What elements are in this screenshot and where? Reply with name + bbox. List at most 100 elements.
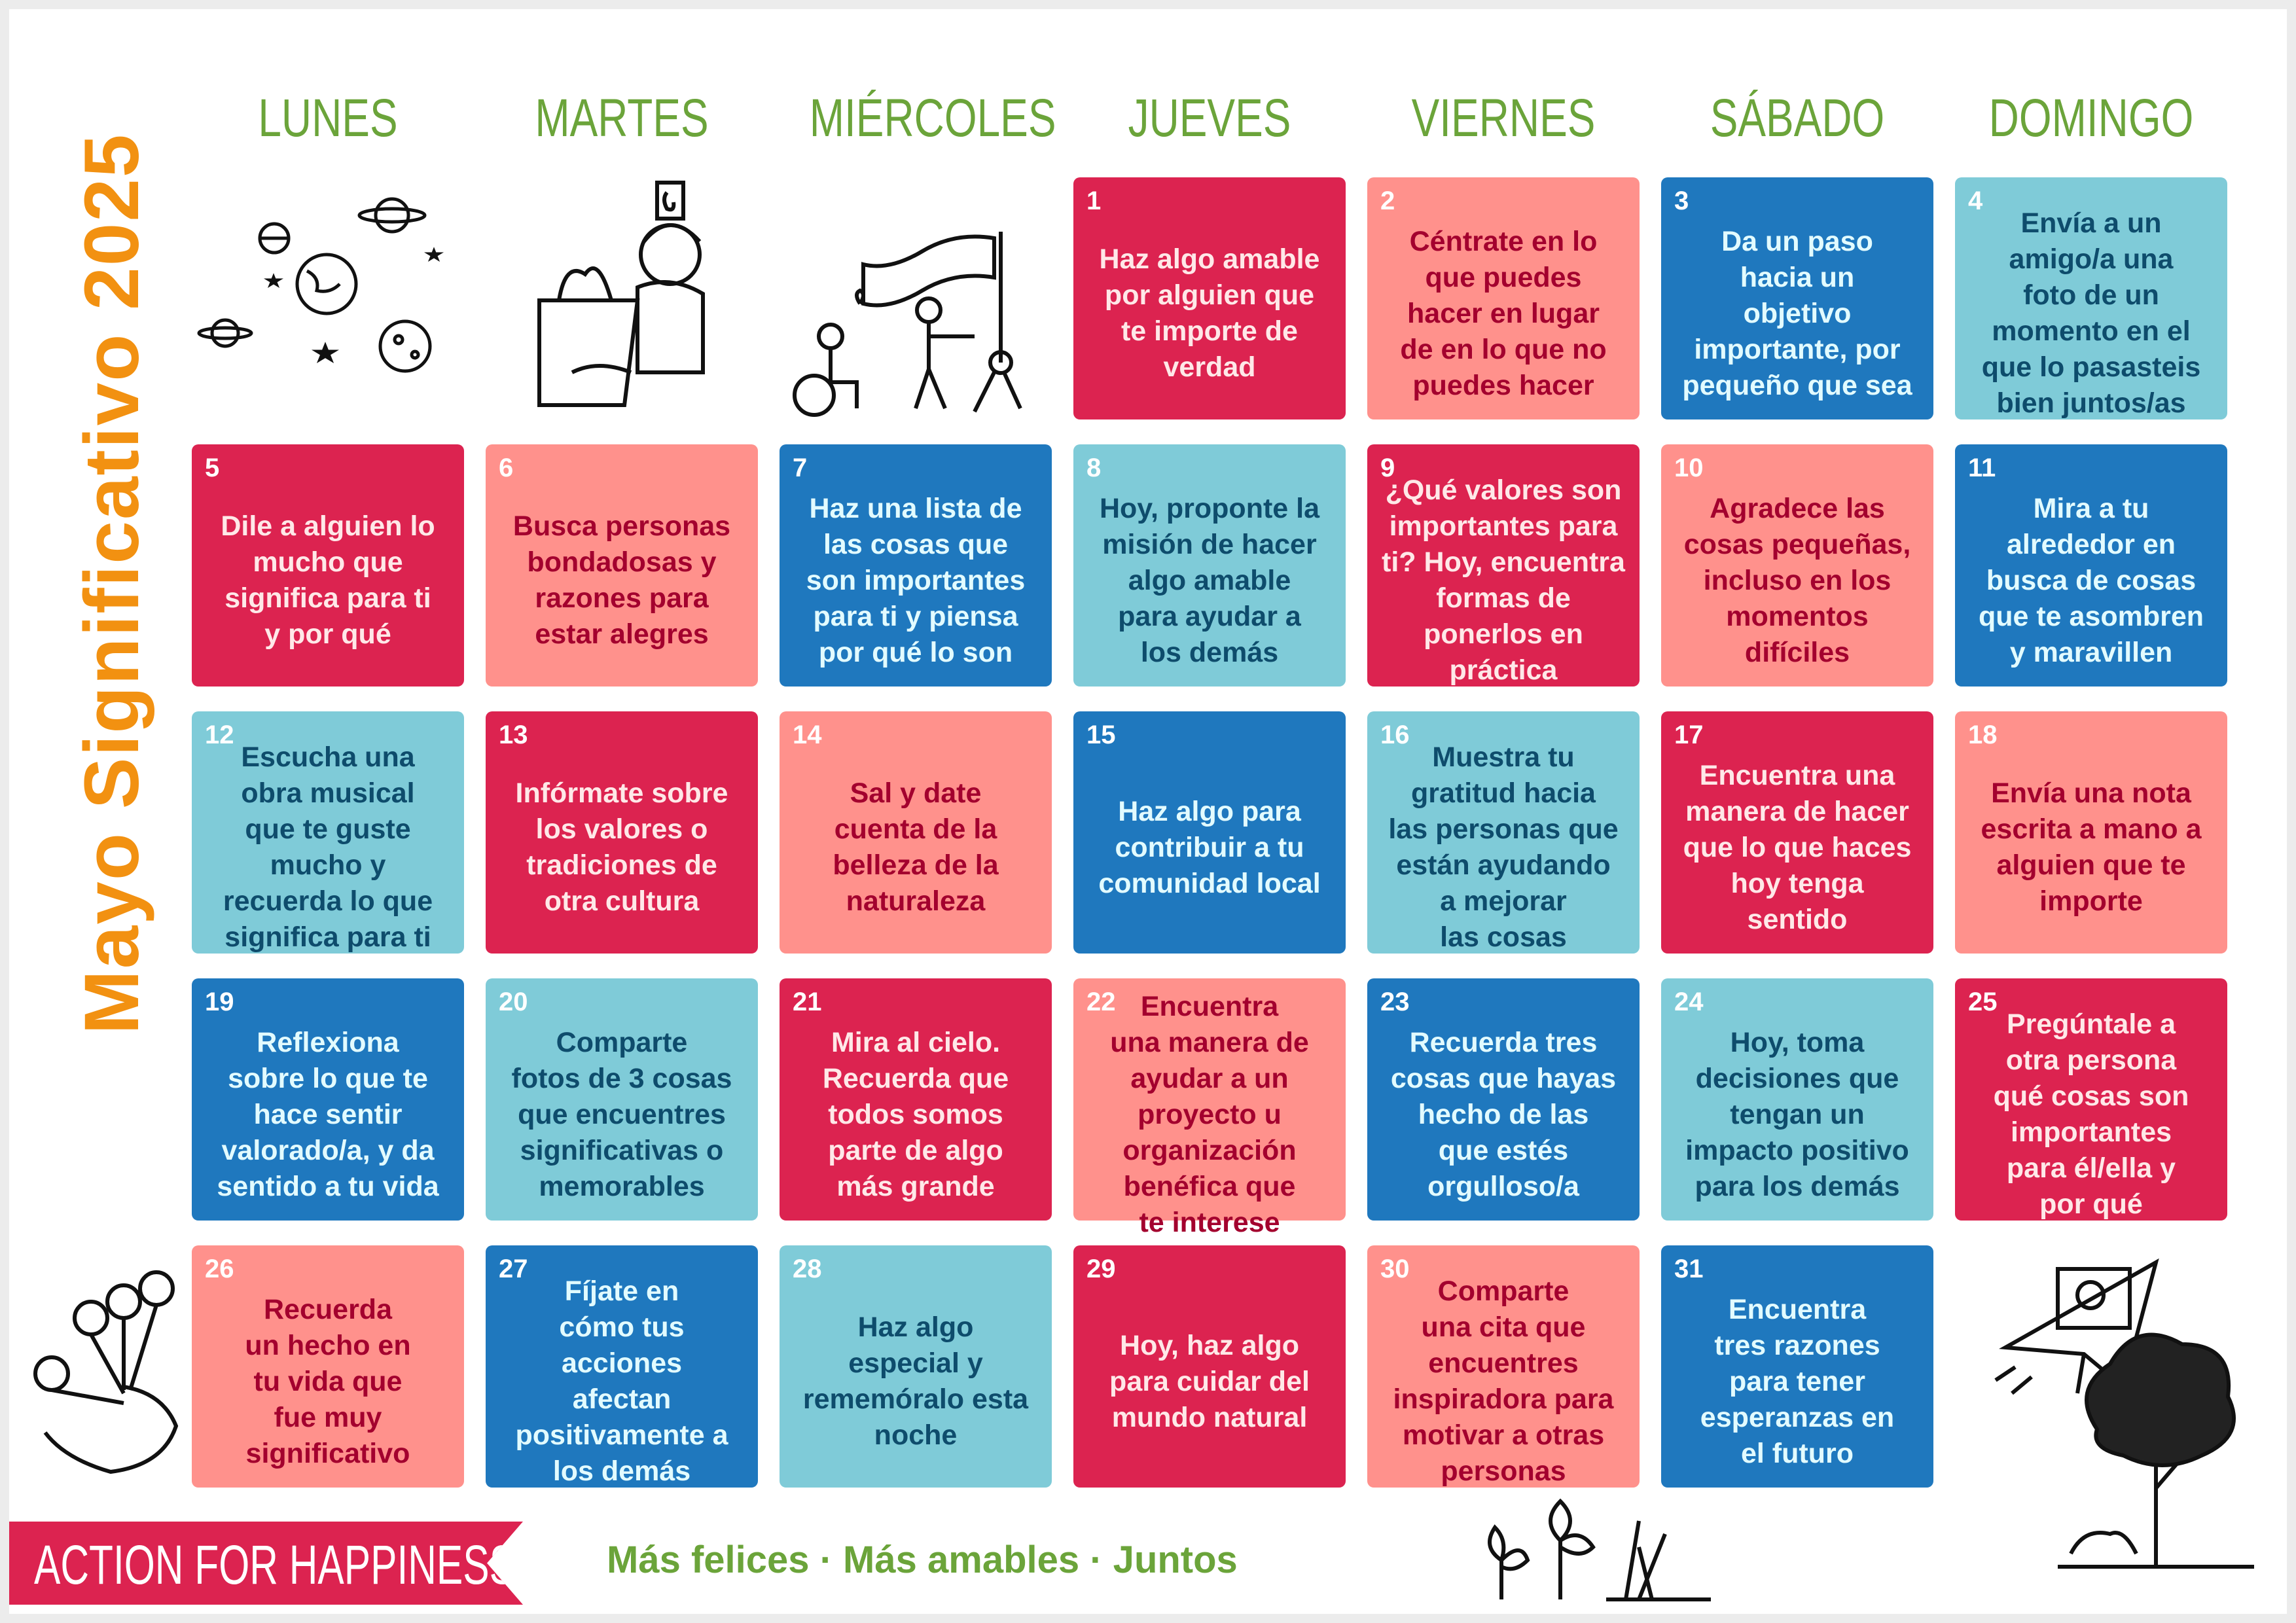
day-number: 16 bbox=[1380, 721, 1410, 749]
day-number: 30 bbox=[1380, 1255, 1410, 1283]
day-cell: 11 Mira a tu alrededor en busca de cosas … bbox=[1955, 444, 2227, 687]
day-cell: 19 Reflexiona sobre lo que te hace sentir… bbox=[192, 978, 464, 1221]
day-cell: 15 Haz algo para contribuir a tu comunida… bbox=[1073, 711, 1346, 954]
day-number: 15 bbox=[1086, 721, 1116, 749]
day-number: 20 bbox=[499, 988, 528, 1016]
weekday-header: SÁBADO bbox=[1710, 88, 1885, 148]
day-number: 28 bbox=[793, 1255, 822, 1283]
day-cell: 21 Mira al cielo. Recuerda que todos somo… bbox=[780, 978, 1052, 1221]
day-activity: Escucha una obra musical que te guste mu… bbox=[223, 741, 433, 953]
day-number: 12 bbox=[205, 721, 234, 749]
day-activity: Haz algo para contribuir a tu comunidad … bbox=[1098, 795, 1321, 899]
day-number: 8 bbox=[1086, 454, 1102, 482]
day-number: 18 bbox=[1968, 721, 1998, 749]
day-cell: 14 Sal y date cuenta de la belleza de la … bbox=[780, 711, 1052, 954]
day-activity: Haz algo amable por alguien que te impor… bbox=[1099, 243, 1320, 383]
day-number: 11 bbox=[1968, 454, 1996, 482]
day-cell: 26 Recuerda un hecho en tu vida que fue m… bbox=[192, 1245, 464, 1488]
sprouts-icon bbox=[1475, 1495, 1717, 1606]
day-cell: 18 Envía una nota escrita a mano a alguie… bbox=[1955, 711, 2227, 954]
tree-sunrise-icon bbox=[2058, 1325, 2254, 1573]
day-number: 27 bbox=[499, 1255, 528, 1283]
page-title: Mayo Significativo 2025 bbox=[69, 133, 155, 1035]
day-cell: 5 Dile a alguien lo mucho que significa p… bbox=[192, 444, 464, 687]
weekday-header: VIERNES bbox=[1411, 88, 1596, 148]
day-activity: Muestra tu gratitud hacia las personas q… bbox=[1388, 741, 1619, 953]
day-cell: 16 Muestra tu gratitud hacia las personas… bbox=[1367, 711, 1640, 954]
day-activity: Mira a tu alrededor en busca de cosas qu… bbox=[1978, 492, 2204, 668]
planets-icon bbox=[196, 186, 457, 382]
day-number: 21 bbox=[793, 988, 822, 1016]
day-cell: 2 Céntrate en lo que puedes hacer en luga… bbox=[1367, 177, 1640, 419]
weekday-header: MIÉRCOLES bbox=[809, 88, 1056, 148]
day-activity: Encuentra tres razones para tener espera… bbox=[1700, 1293, 1895, 1469]
day-activity: Agradece las cosas pequeñas, incluso en … bbox=[1683, 492, 1911, 668]
day-number: 3 bbox=[1674, 187, 1689, 215]
brand-banner: ACTION FOR HAPPINESS bbox=[9, 1522, 523, 1605]
day-cell: 13 Infórmate sobre los valores o tradicio… bbox=[486, 711, 758, 954]
day-activity: Reflexiona sobre lo que te hace sentir v… bbox=[217, 1026, 439, 1202]
day-number: 24 bbox=[1674, 988, 1704, 1016]
day-activity: Haz una lista de las cosas que son impor… bbox=[806, 492, 1026, 668]
flowers-bouquet-icon bbox=[26, 1256, 206, 1482]
day-activity: Hoy, toma decisiones que tengan un impac… bbox=[1685, 1026, 1909, 1202]
day-number: 2 bbox=[1380, 187, 1395, 215]
day-cell: 4 Envía a un amigo/a una foto de un momen… bbox=[1955, 177, 2227, 419]
day-activity: Fíjate en cómo tus acciones afectan posi… bbox=[515, 1275, 728, 1487]
day-activity: Comparte fotos de 3 cosas que encuentres… bbox=[511, 1026, 732, 1202]
weekday-header: MARTES bbox=[535, 88, 709, 148]
day-activity: Recuerda un hecho en tu vida que fue muy… bbox=[245, 1293, 411, 1469]
day-cell: 9 ¿Qué valores son importantes para ti? H… bbox=[1367, 444, 1640, 687]
day-cell: 25 Pregúntale a otra persona qué cosas so… bbox=[1955, 978, 2227, 1221]
day-cell: 7 Haz una lista de las cosas que son impo… bbox=[780, 444, 1052, 687]
day-activity: Infórmate sobre los valores o tradicione… bbox=[515, 777, 728, 917]
day-number: 10 bbox=[1674, 454, 1704, 482]
day-cell: 12 Escucha una obra musical que te guste … bbox=[192, 711, 464, 954]
day-number: 5 bbox=[205, 454, 220, 482]
day-number: 23 bbox=[1380, 988, 1410, 1016]
day-activity: Hoy, proponte la misión de hacer algo am… bbox=[1099, 492, 1320, 668]
day-activity: Busca personas bondadosas y razones para… bbox=[512, 510, 731, 650]
day-number: 26 bbox=[205, 1255, 234, 1283]
day-cell: 17 Encuentra una manera de hacer que lo q… bbox=[1661, 711, 1933, 954]
day-cell: 31 Encuentra tres razones para tener espe… bbox=[1661, 1245, 1933, 1488]
day-number: 14 bbox=[793, 721, 822, 749]
day-cell: 28 Haz algo especial y rememóralo esta no… bbox=[780, 1245, 1052, 1488]
day-activity: Sal y date cuenta de la belleza de la na… bbox=[833, 777, 999, 917]
day-cell: 30 Comparte una cita que encuentres inspi… bbox=[1367, 1245, 1640, 1488]
day-cell: 20 Comparte fotos de 3 cosas que encuentr… bbox=[486, 978, 758, 1221]
weekday-header: JUEVES bbox=[1128, 88, 1291, 148]
weekday-header: DOMINGO bbox=[1988, 88, 2194, 148]
day-activity: Mira al cielo. Recuerda que todos somos … bbox=[822, 1026, 1009, 1202]
day-number: 1 bbox=[1086, 187, 1102, 215]
day-activity: Comparte una cita que encuentres inspira… bbox=[1393, 1275, 1614, 1487]
people-with-flag-icon bbox=[785, 225, 1060, 421]
day-activity: Encuentra una manera de hacer que lo que… bbox=[1683, 759, 1912, 935]
day-activity: Recuerda tres cosas que hayas hecho de l… bbox=[1390, 1026, 1617, 1202]
day-activity: Envía a un amigo/a una foto de un moment… bbox=[1981, 207, 2201, 419]
day-activity: Haz algo especial y rememóralo esta noch… bbox=[802, 1311, 1029, 1451]
brand-logo-text: ACTION FOR HAPPINESS bbox=[34, 1534, 516, 1596]
day-cell: 27 Fíjate en cómo tus acciones afectan po… bbox=[486, 1245, 758, 1488]
day-cell: 10 Agradece las cosas pequeñas, incluso e… bbox=[1661, 444, 1933, 687]
day-number: 7 bbox=[793, 454, 808, 482]
day-number: 4 bbox=[1968, 187, 1983, 215]
day-activity: Da un paso hacia un objetivo importante,… bbox=[1682, 225, 1912, 401]
day-activity: Pregúntale a otra persona qué cosas son … bbox=[1993, 1008, 2189, 1220]
person-with-groceries-icon bbox=[520, 176, 736, 418]
day-cell: 22 Encuentra una manera de ayudar a un pr… bbox=[1073, 978, 1346, 1238]
day-activity: Dile a alguien lo mucho que significa pa… bbox=[221, 510, 435, 650]
day-number: 9 bbox=[1380, 454, 1395, 482]
day-number: 6 bbox=[499, 454, 514, 482]
day-number: 13 bbox=[499, 721, 528, 749]
day-cell: 6 Busca personas bondadosas y razones par… bbox=[486, 444, 758, 687]
tagline: Más felices · Más amables · Juntos bbox=[607, 1539, 1238, 1581]
day-cell: 23 Recuerda tres cosas que hayas hecho de… bbox=[1367, 978, 1640, 1221]
day-activity: Céntrate en lo que puedes hacer en lugar… bbox=[1400, 225, 1607, 401]
day-activity: Envía una nota escrita a mano a alguien … bbox=[1981, 777, 2202, 917]
day-cell: 1 Haz algo amable por alguien que te impo… bbox=[1073, 177, 1346, 419]
day-activity: Hoy, haz algo para cuidar del mundo natu… bbox=[1109, 1329, 1310, 1433]
day-cell: 24 Hoy, toma decisiones que tengan un imp… bbox=[1661, 978, 1933, 1221]
day-cell: 8 Hoy, proponte la misión de hacer algo a… bbox=[1073, 444, 1346, 687]
day-number: 25 bbox=[1968, 988, 1998, 1016]
